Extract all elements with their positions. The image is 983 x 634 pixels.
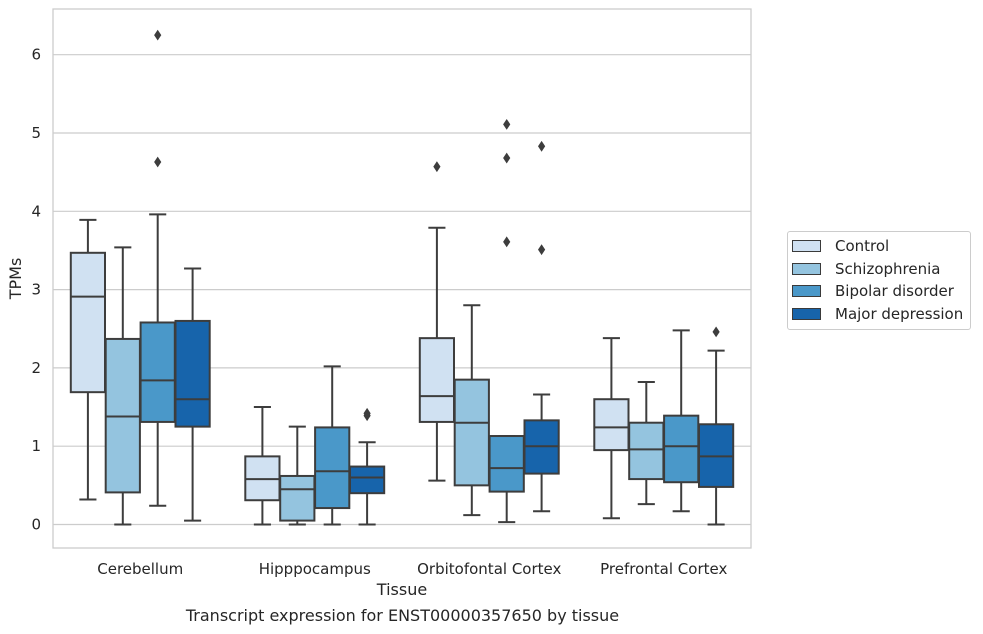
legend-label-bipolar-disorder: Bipolar disorder [835, 282, 954, 301]
plot-frame [52, 8, 752, 549]
y-tick-label-5: 5 [31, 124, 41, 142]
legend-item-schizophrenia: Schizophrenia [788, 258, 970, 281]
outlier-point-0 [433, 161, 441, 173]
box-prefrontal-cortex-schizophrenia [628, 380, 665, 506]
legend-item-major-depression: Major depression [788, 303, 970, 326]
legend-item-control: Control [788, 235, 970, 258]
outlier-point-0 [154, 156, 162, 168]
box-prefrontal-cortex-control [593, 337, 630, 520]
box-cerebellum-schizophrenia [104, 246, 141, 526]
box-iqr [628, 421, 665, 481]
tick-labels: 0 1 2 3 4 5 6 Cerebellum Hipppocampus Orbitofonta… [31, 46, 727, 578]
outlier-point-1 [503, 152, 511, 164]
box-iqr [314, 426, 351, 510]
box-iqr [488, 435, 525, 493]
y-tick-label-3: 3 [31, 281, 41, 299]
legend-swatch-schizophrenia [792, 262, 821, 275]
legend-label-control: Control [835, 237, 890, 256]
y-tick-label-0: 0 [31, 516, 41, 534]
x-axis-label: Tissue [376, 580, 427, 599]
box-iqr [418, 337, 456, 423]
box-iqr [348, 465, 386, 495]
x-tick-label-cerebellum: Cerebellum [97, 560, 183, 578]
outlier-point-0 [538, 244, 546, 256]
y-tick-label-4: 4 [31, 202, 41, 220]
x-tick-label-orbitofontal-cortex: Orbitofontal Cortex [417, 560, 561, 578]
legend-label-schizophrenia: Schizophrenia [835, 259, 941, 278]
legend-label-major-depression: Major depression [835, 304, 964, 323]
box-orbitofontal-cortex-major-depression [523, 140, 560, 513]
legend-swatch-bipolar-disorder [792, 285, 821, 298]
y-axis-label: TPMs [6, 258, 25, 301]
box-cerebellum-major-depression [174, 267, 211, 522]
outlier-point-0 [503, 236, 511, 248]
box-hipppocampus-schizophrenia [279, 425, 316, 526]
box-orbitofontal-cortex-bipolar-disorder [488, 118, 525, 524]
box-orbitofontal-cortex-control [418, 161, 456, 482]
x-tick-label-hipppocampus: Hipppocampus [259, 560, 371, 578]
box-iqr [279, 474, 316, 522]
outlier-point-2 [503, 118, 511, 130]
box-layer [69, 29, 735, 526]
x-tick-label-prefrontal-cortex: Prefrontal Cortex [600, 560, 727, 578]
legend-swatch-major-depression [792, 307, 821, 320]
y-tick-label-1: 1 [31, 437, 41, 455]
y-tick-label-2: 2 [31, 359, 41, 377]
outlier-point-0 [712, 326, 720, 338]
box-prefrontal-cortex-major-depression [697, 326, 735, 526]
legend-swatch-control [792, 240, 821, 253]
box-iqr [139, 321, 176, 423]
box-orbitofontal-cortex-schizophrenia [453, 304, 490, 517]
outlier-point-1 [538, 140, 546, 152]
box-cerebellum-control [69, 218, 107, 501]
box-iqr [174, 319, 211, 428]
box-iqr [453, 378, 490, 487]
box-iqr [663, 414, 700, 484]
box-cerebellum-bipolar-disorder [139, 29, 176, 507]
box-hipppocampus-major-depression [348, 407, 386, 526]
legend-item-bipolar-disorder: Bipolar disorder [788, 280, 970, 303]
y-tick-label-6: 6 [31, 46, 41, 64]
box-iqr [593, 398, 630, 452]
legend: Control Schizophrenia Bipolar disorder M… [787, 231, 971, 330]
box-hipppocampus-bipolar-disorder [314, 365, 351, 526]
outlier-point-1 [154, 29, 162, 41]
box-iqr [69, 251, 107, 394]
outlier-point-1 [363, 407, 371, 419]
chart-caption: Transcript expression for ENST0000035765… [185, 606, 620, 625]
box-hipppocampus-control [244, 406, 281, 526]
box-prefrontal-cortex-bipolar-disorder [663, 329, 700, 513]
